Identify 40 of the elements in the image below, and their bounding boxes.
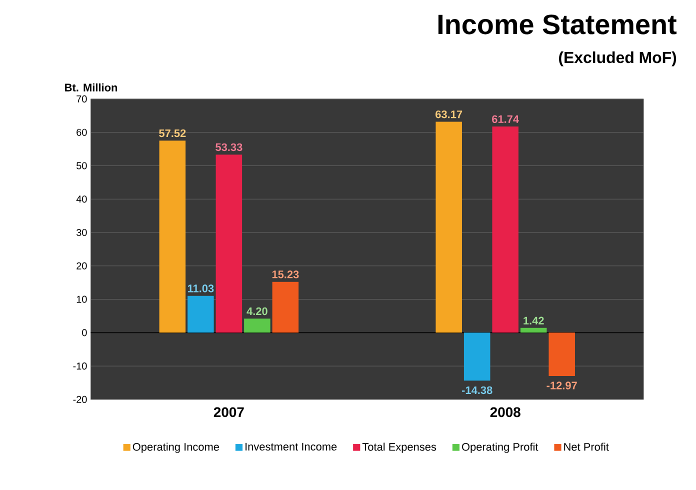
- data-label: -12.97: [546, 382, 577, 390]
- bar: [520, 328, 547, 333]
- bar: [244, 318, 270, 333]
- data-label: 53.33: [216, 143, 242, 152]
- legend-label: Net Profit: [564, 442, 609, 451]
- y-tick-label: -10: [73, 362, 87, 370]
- data-label: 15.23: [272, 270, 299, 278]
- data-label: 61.74: [492, 115, 519, 123]
- bar: [548, 332, 575, 376]
- chart-title: Income Statement: [438, 14, 677, 34]
- legend-label: Operating Profit: [462, 442, 538, 453]
- x-tick-label: 2008: [490, 407, 520, 418]
- y-tick-label: 0: [82, 329, 87, 336]
- bar: [159, 140, 186, 333]
- data-label: 4.20: [246, 307, 268, 316]
- data-label: 63.17: [436, 110, 462, 118]
- data-label: 1.42: [524, 316, 544, 324]
- y-tick-label: 10: [76, 296, 87, 303]
- y-tick-label: -20: [73, 396, 87, 403]
- y-tick-label: 20: [76, 262, 87, 270]
- y-tick-label: 30: [76, 228, 87, 236]
- data-label: -14.38: [462, 386, 492, 394]
- data-label: 57.52: [159, 129, 186, 138]
- legend-label: Total Expenses: [362, 442, 436, 453]
- legend-label: Operating Income: [132, 442, 220, 453]
- x-tick-label: 2007: [214, 407, 244, 418]
- data-label: 11.03: [188, 284, 214, 292]
- bar: [464, 332, 490, 381]
- chart-subtitle: (Excluded MoF): [559, 51, 676, 66]
- y-tick-label: 50: [76, 162, 87, 170]
- y-tick-label: 70: [76, 95, 87, 102]
- bar: [492, 126, 518, 333]
- bar: [216, 154, 242, 333]
- y-tick-label: 60: [76, 128, 87, 136]
- bar: [272, 282, 299, 333]
- y-axis-title: Bt. Million: [65, 83, 118, 92]
- y-tick-label: 40: [76, 196, 87, 203]
- bar: [188, 296, 214, 333]
- bar: [436, 122, 462, 333]
- legend-label: Investment Income: [246, 442, 337, 450]
